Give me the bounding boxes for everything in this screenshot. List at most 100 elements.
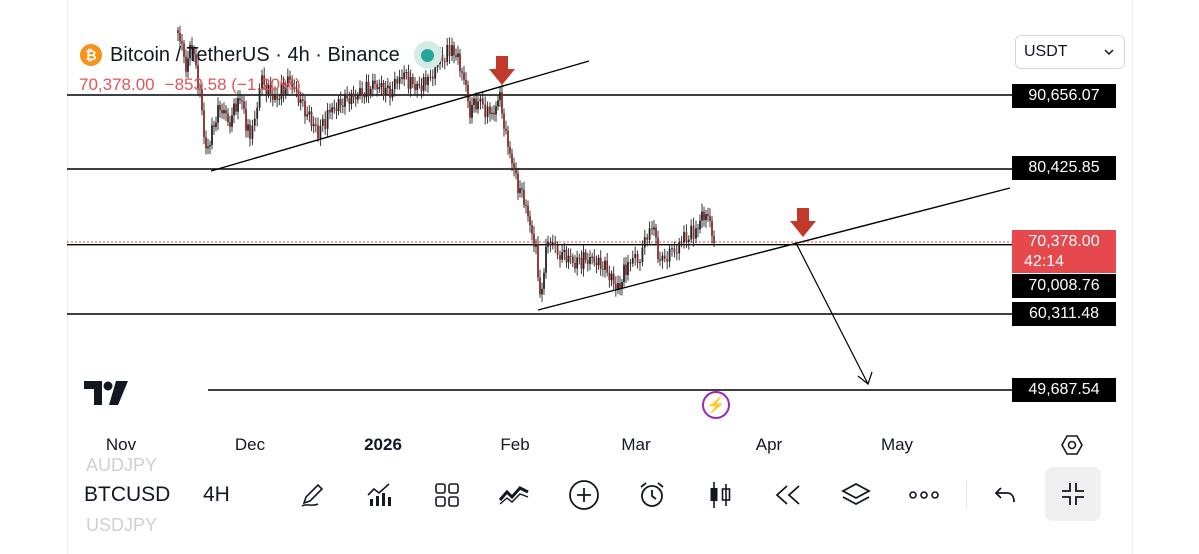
- candle-body: [491, 112, 493, 114]
- candle-body: [289, 76, 291, 81]
- candle-body: [582, 252, 585, 269]
- candle-body: [541, 288, 543, 295]
- pencil-icon[interactable]: [292, 475, 332, 515]
- candle-body: [359, 88, 361, 95]
- candle-body: [493, 112, 495, 115]
- candle-body: [278, 98, 281, 100]
- candle-body: [533, 233, 535, 247]
- candle-body: [312, 124, 315, 127]
- currency-select[interactable]: USDT: [1015, 35, 1125, 69]
- candle-body: [619, 283, 621, 289]
- x-axis-label: Nov: [105, 435, 137, 454]
- add-icon[interactable]: [564, 475, 604, 515]
- candle-body: [705, 214, 707, 221]
- x-axis-label: 2026: [364, 435, 402, 454]
- layers-icon[interactable]: [836, 475, 876, 515]
- frame-right-edge: [1132, 0, 1133, 554]
- candle-body: [671, 248, 673, 250]
- candle-body: [673, 248, 676, 253]
- candle-body: [625, 264, 627, 275]
- candle-body: [659, 259, 661, 261]
- candle-body: [183, 43, 185, 57]
- collapse-icon[interactable]: [1045, 467, 1101, 521]
- candle-body: [363, 95, 366, 98]
- candle-body: [310, 111, 313, 127]
- candle-body: [641, 247, 644, 263]
- candle-body: [505, 128, 507, 131]
- current-price-value: 70,378.00: [1028, 232, 1100, 250]
- undo-icon[interactable]: [985, 475, 1025, 515]
- candle-body: [701, 211, 703, 221]
- candle-body: [352, 93, 355, 97]
- candle-body: [324, 119, 327, 129]
- candle-body: [668, 248, 671, 262]
- candle-body: [215, 122, 217, 127]
- candle-body: [489, 106, 491, 114]
- candle-body: [401, 76, 403, 80]
- candle-body: [690, 225, 693, 240]
- candle-body: [593, 256, 596, 263]
- candle-body: [251, 125, 254, 139]
- market-status-icon: [413, 41, 442, 69]
- symbol-picker-prev[interactable]: AUDJPY: [86, 455, 158, 475]
- candle-body: [584, 252, 587, 261]
- candle-body: [371, 80, 374, 89]
- candle-body: [657, 237, 659, 260]
- candle-body: [411, 77, 414, 85]
- candle-body: [243, 101, 245, 109]
- alarm-icon[interactable]: [632, 475, 672, 515]
- symbol-picker-current[interactable]: BTCUSD: [84, 483, 171, 506]
- candle-body: [586, 260, 589, 264]
- candle-body: [703, 211, 705, 221]
- candle-body: [365, 81, 368, 98]
- interval-selector[interactable]: 4H: [203, 483, 230, 506]
- symbol-header[interactable]: ₿ Bitcoin / TetherUS · 4h · Binance: [80, 41, 442, 69]
- chart-settings-icon[interactable]: [1060, 433, 1084, 457]
- candle-body: [441, 54, 444, 62]
- candle-body: [513, 163, 515, 171]
- replay-icon[interactable]: [768, 475, 808, 515]
- candle-body: [223, 110, 225, 114]
- candle-body: [574, 262, 576, 269]
- projection-arrowhead: [857, 371, 873, 386]
- candle-body: [709, 216, 711, 221]
- candle-body: [405, 72, 408, 74]
- candle-body: [369, 88, 372, 96]
- lightning-icon[interactable]: ⚡: [702, 391, 730, 419]
- candle-body: [479, 98, 482, 102]
- more-icon[interactable]: [904, 475, 944, 515]
- candle-body: [391, 88, 394, 98]
- pattern-icon[interactable]: [494, 475, 534, 515]
- candle-body: [629, 262, 632, 264]
- candle-body: [203, 110, 205, 138]
- candle-body: [610, 273, 613, 281]
- candle-body: [636, 254, 639, 264]
- candle-body: [451, 45, 453, 56]
- symbol-picker-next[interactable]: USDJPY: [86, 515, 158, 535]
- candle-body: [501, 92, 503, 114]
- candle-body: [687, 239, 690, 242]
- candle-body: [559, 255, 561, 260]
- toolbar-divider: [966, 481, 967, 509]
- candle-body: [219, 105, 221, 110]
- candle-body: [539, 277, 541, 295]
- candle-body: [256, 107, 259, 119]
- candle-body: [177, 30, 179, 33]
- chevron-down-icon: [1104, 49, 1114, 55]
- candle-body: [229, 122, 231, 127]
- candles-icon[interactable]: [700, 475, 740, 515]
- candle-body: [291, 80, 294, 88]
- grid-icon[interactable]: [427, 475, 467, 515]
- candle-body: [680, 242, 683, 244]
- indicators-icon[interactable]: [359, 475, 399, 515]
- candle-body: [486, 106, 489, 118]
- candle-body: [227, 113, 229, 123]
- candle-body: [436, 64, 439, 68]
- candle-body: [199, 88, 201, 90]
- candle-body: [661, 255, 664, 261]
- candle-body: [457, 53, 459, 58]
- candle-body: [225, 110, 227, 114]
- candle-body: [678, 242, 681, 254]
- candle-body: [556, 245, 559, 256]
